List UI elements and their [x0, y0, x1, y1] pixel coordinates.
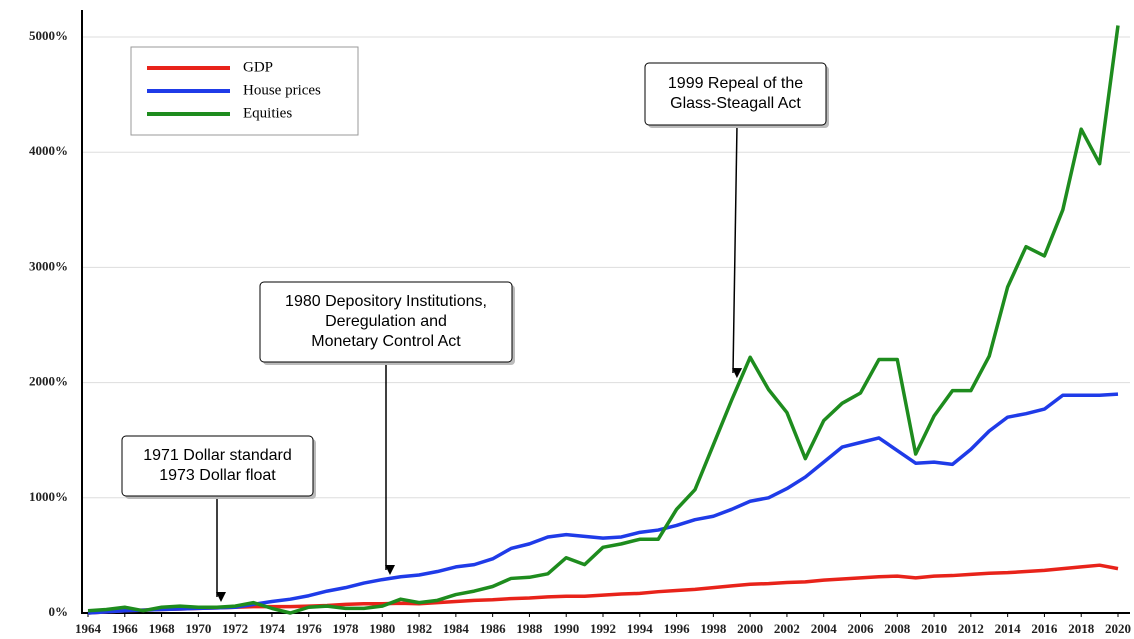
x-tick-label: 1984	[443, 621, 470, 636]
legend-label: GDP	[243, 59, 273, 75]
annotation-box	[644, 62, 827, 126]
x-tick-label: 1982	[406, 621, 432, 636]
annotation-text: 1973 Dollar float	[159, 467, 276, 484]
x-tick-label: 1974	[259, 621, 286, 636]
x-tick-label: 1976	[296, 621, 323, 636]
annotation: 1999 Repeal of the Glass-Steagall Act	[644, 62, 829, 379]
x-tick-label: 1968	[149, 621, 176, 636]
y-tick-label: 3000%	[29, 258, 68, 273]
series-line	[87, 563, 1119, 615]
series-line	[87, 392, 1119, 615]
legend-label: Equities	[243, 105, 292, 121]
x-tick-label: 2008	[884, 621, 911, 636]
annotation-text: Glass-Steagall Act	[670, 95, 801, 112]
x-tick-label: 2000	[737, 621, 763, 636]
legend-label: House prices	[243, 82, 321, 98]
x-tick-label: 1994	[627, 621, 654, 636]
x-tick-label: 1988	[516, 621, 543, 636]
x-tick-label: 2002	[774, 621, 800, 636]
annotation: 1971 Dollar standard 1973 Dollar float	[121, 435, 316, 602]
x-tick-label: 1992	[590, 621, 616, 636]
annotation-text: 1999 Repeal of the	[668, 75, 803, 92]
x-tick-label: 1990	[553, 621, 579, 636]
annotation-text: 1980 Depository Institutions,	[285, 293, 487, 310]
x-tick-label: 1966	[112, 621, 139, 636]
x-tick-label: 2020	[1105, 621, 1131, 636]
annotation-text: Monetary Control Act	[311, 333, 461, 350]
annotation-box	[259, 281, 513, 363]
x-tick-label: 1986	[480, 621, 507, 636]
x-tick-label: 1978	[333, 621, 360, 636]
y-tick-label: 1000%	[29, 489, 68, 504]
x-tick-label: 2006	[848, 621, 875, 636]
annotation-box	[121, 435, 314, 497]
x-tick-label: 2004	[811, 621, 838, 636]
x-tick-label: 2014	[995, 621, 1022, 636]
annotation-arrow	[732, 124, 743, 379]
x-tick-label: 2010	[921, 621, 947, 636]
x-tick-label: 1980	[369, 621, 395, 636]
y-tick-label: 4000%	[29, 143, 68, 158]
annotation-text: Deregulation and	[325, 313, 447, 330]
x-tick-label: 1972	[222, 621, 248, 636]
y-tick-label: 2000%	[29, 374, 68, 389]
y-tick-label: 0%	[49, 604, 69, 619]
x-tick-label: 1996	[664, 621, 691, 636]
annotation: 1980 Depository Institutions, Deregulatio…	[259, 281, 515, 575]
legend: GDP House prices Equities	[130, 46, 359, 136]
x-tick-label: 2012	[958, 621, 984, 636]
x-tick-label: 1998	[700, 621, 727, 636]
y-tick-label: 5000%	[29, 28, 68, 43]
x-tick-label: 1964	[75, 621, 102, 636]
series-line	[87, 25, 1120, 615]
x-tick-label: 2018	[1068, 621, 1095, 636]
x-tick-label: 2016	[1031, 621, 1058, 636]
x-tick-label: 1970	[185, 621, 211, 636]
annotation-text: 1971 Dollar standard	[143, 447, 292, 464]
